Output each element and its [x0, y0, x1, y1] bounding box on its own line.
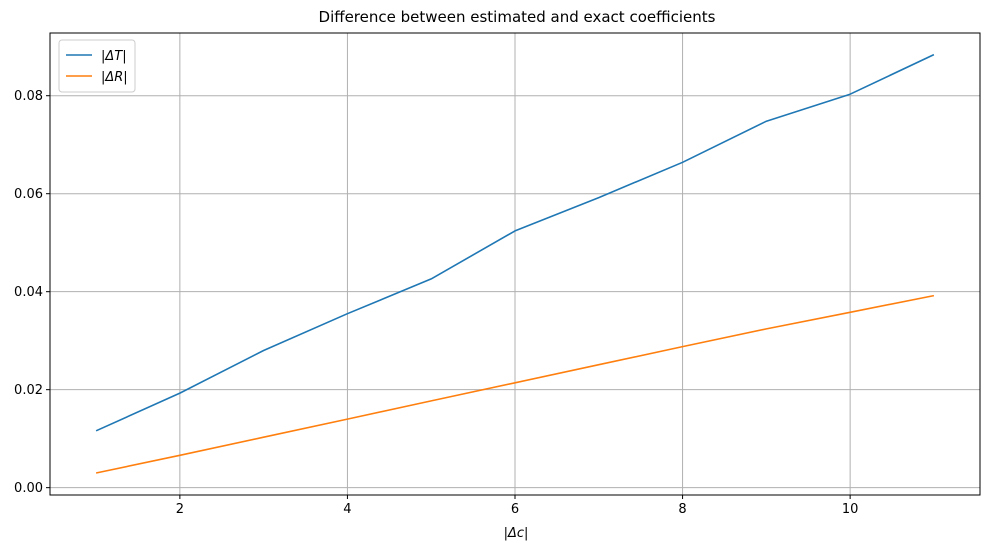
axis-ticks: 2 4 6 8 10 0.00 0.02 0.04 0.06 0.08 — [14, 89, 858, 517]
x-tick-label: 8 — [678, 502, 686, 517]
legend: |ΔT| |ΔR| — [58, 39, 136, 93]
y-tick-label: 0.06 — [14, 187, 43, 202]
legend-box — [58, 39, 136, 93]
x-tick-label: 6 — [511, 502, 519, 517]
y-tick-label: 0.02 — [14, 383, 43, 398]
series-line-1 — [95, 294, 935, 474]
legend-label: |ΔR| — [101, 70, 128, 85]
y-tick-label: 0.04 — [14, 285, 43, 300]
x-tick-label: 2 — [176, 502, 184, 517]
x-tick-label: 10 — [842, 502, 859, 517]
y-tick-label: 0.08 — [14, 89, 43, 104]
grid — [50, 33, 980, 495]
series-lines — [95, 53, 935, 474]
x-axis-label: |Δc| — [504, 526, 529, 541]
series-line-0 — [95, 53, 935, 432]
y-tick-label: 0.00 — [14, 481, 43, 496]
legend-label: |ΔT| — [101, 49, 127, 64]
x-tick-label: 4 — [343, 502, 351, 517]
chart-title: Difference between estimated and exact c… — [319, 8, 716, 26]
